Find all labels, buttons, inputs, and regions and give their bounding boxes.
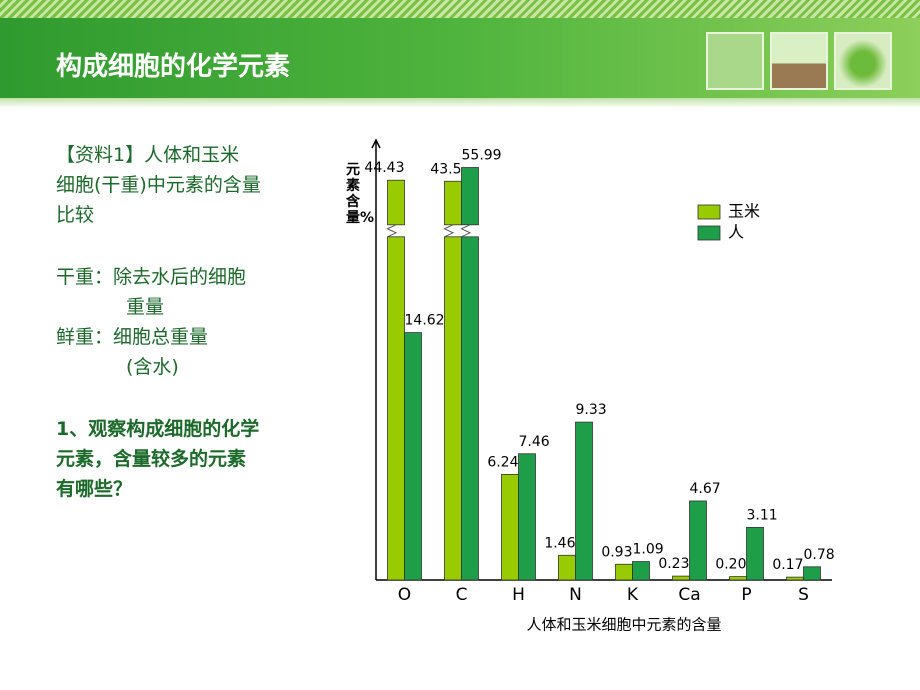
dry-note: 干重：除去水后的细胞 重量: [56, 262, 246, 322]
bar: [672, 575, 690, 581]
bar: [558, 554, 576, 581]
text-line: 1、观察构成细胞的化学: [56, 418, 260, 440]
text-line: 元素，含量较多的元素: [56, 448, 247, 470]
value-label: 0.17: [772, 557, 803, 573]
text-line: (含水): [126, 356, 179, 378]
bar-top: [387, 179, 405, 226]
text-line: 比较: [56, 204, 95, 226]
text-line: 细胞(干重)中元素的含量: [56, 174, 261, 196]
y-axis-arrow: [371, 138, 381, 149]
bar: [501, 473, 519, 581]
value-label: 0.20: [715, 557, 746, 573]
bar: [632, 561, 650, 581]
bar-top: [461, 167, 479, 226]
value-label: 3.11: [747, 507, 778, 523]
bar: [518, 453, 536, 581]
value-label: 0.93: [601, 544, 632, 560]
bar: [444, 236, 462, 581]
thumbnail: [706, 32, 764, 90]
text-line: 鲜重：细胞总重量: [56, 326, 209, 348]
x-axis-title: 人体和玉米细胞中元素的含量: [526, 616, 721, 634]
bar: [575, 421, 593, 581]
bar: [404, 332, 422, 581]
question: 1、观察构成细胞的化学 元素，含量较多的元素 有哪些？: [56, 414, 259, 504]
value-label: 14.62: [405, 313, 445, 329]
bar: [746, 526, 764, 581]
legend-label: 玉米: [728, 202, 760, 221]
text-line: 干重：除去水后的细胞: [56, 266, 247, 288]
header-shadow: [0, 98, 920, 108]
thumbnail: [834, 32, 892, 90]
value-label: 43.5: [430, 161, 461, 177]
value-label: 6.24: [487, 454, 518, 470]
value-label: 0.78: [804, 547, 835, 563]
value-label: 55.99: [462, 148, 502, 164]
value-label: 9.33: [576, 402, 607, 418]
x-tick-label: H: [512, 585, 525, 605]
value-label: 7.46: [519, 434, 550, 450]
legend-swatch: [697, 204, 721, 220]
value-label: 0.23: [658, 556, 689, 572]
bar: [786, 576, 804, 581]
top-stripe: [0, 0, 920, 18]
fresh-note: 鲜重：细胞总重量 (含水): [56, 322, 208, 382]
x-tick-label: K: [627, 585, 639, 605]
x-tick-label: C: [456, 585, 468, 605]
bar: [689, 500, 707, 581]
thumbnail: [770, 32, 828, 90]
value-label: 1.09: [633, 542, 664, 558]
x-tick-label: O: [398, 585, 411, 605]
legend-label: 人: [728, 223, 744, 242]
bar: [387, 236, 405, 581]
bar: [803, 566, 821, 581]
text-line: 有哪些？: [56, 478, 133, 500]
x-tick-label: P: [741, 585, 751, 605]
value-label: 4.67: [690, 481, 721, 497]
slide-title: 构成细胞的化学元素: [56, 52, 291, 82]
bar: [729, 576, 747, 581]
value-label: 1.46: [544, 535, 575, 551]
x-tick-label: Ca: [678, 585, 700, 605]
text-line: 重量: [126, 296, 165, 318]
axis-break: [443, 224, 455, 238]
bar: [461, 236, 479, 581]
bar-top: [444, 180, 462, 226]
header-band: [0, 18, 920, 98]
value-label: 44.43: [364, 160, 404, 176]
legend-swatch: [697, 225, 721, 241]
x-tick-label: S: [798, 585, 809, 605]
source-note: 【资料1】人体和玉米 细胞(干重)中元素的含量 比较: [56, 140, 261, 230]
x-tick-label: N: [569, 585, 582, 605]
bar: [615, 563, 633, 581]
text-line: 【资料1】人体和玉米: [56, 144, 240, 166]
axis-break: [460, 224, 472, 238]
axis-break: [386, 224, 398, 238]
